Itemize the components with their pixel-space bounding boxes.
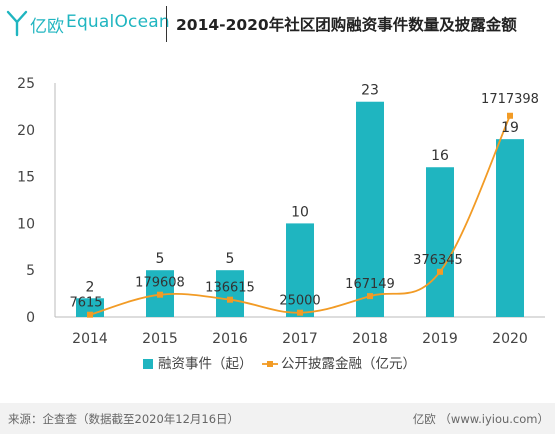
x-tick-label: 2018 [352,331,388,347]
brand-name-cn: 亿欧 [30,17,64,37]
bar [286,223,314,317]
legend-line-label: 公开披露金融（亿元） [281,356,416,372]
chart-area: 0 5 10 15 20 25 2014 2015 2016 2017 2018 2019 2020 2 5… [0,60,555,405]
header: 亿欧 EqualOcean 2014-2020年社区团购融资事件数量及披露金额 [0,0,555,48]
y-tick-label: 25 [17,76,35,92]
line-point [507,112,513,119]
bar-data-label: 2 [86,279,95,295]
legend-bar-label: 融资事件（起） [158,356,253,372]
line-point [227,296,233,303]
legend-bar-swatch [143,359,153,369]
bar-data-label: 23 [361,83,379,99]
bar [426,167,454,317]
y-tick-label: 5 [26,263,35,279]
line-point [437,268,443,275]
source-note: 来源：企查查（数据截至2020年12月16日） [8,412,240,426]
line-point [367,293,373,300]
y-tick-label: 0 [26,310,35,326]
bar [496,139,524,317]
legend-line-marker [267,361,273,367]
line-point [87,311,93,318]
bar-data-label: 16 [431,148,449,164]
line-data-label: 7615 [69,296,102,311]
line-point [157,291,163,298]
brand-name-en: EqualOcean [66,12,170,32]
bar-data-label: 5 [226,251,235,267]
bar-data-label: 5 [156,251,165,267]
x-tick-label: 2014 [72,331,108,347]
x-tick-label: 2020 [492,331,528,347]
header-divider [166,6,167,42]
bar-data-label: 10 [291,204,309,220]
chart-title: 2014-2020年社区团购融资事件数量及披露金额 [176,16,517,34]
x-tick-label: 2017 [282,331,318,347]
line-data-label: 25000 [279,294,320,309]
x-tick-label: 2015 [142,331,178,347]
y-tick-label: 10 [17,216,35,232]
x-tick-label: 2016 [212,331,248,347]
line-data-label: 136615 [205,281,255,296]
y-tick-label: 20 [17,123,35,139]
footer: 来源：企查查（数据截至2020年12月16日） 亿欧 （www.iyiou.co… [0,403,555,434]
line-data-label: 376345 [413,253,463,268]
line-data-label: 179608 [135,276,185,291]
line-data-label: 167149 [345,277,395,292]
footer-brand: 亿欧 （www.iyiou.com） [412,412,549,426]
equalocean-logo-icon [6,10,28,37]
bar-data-label: 19 [501,120,519,136]
bar [216,270,244,317]
y-tick-label: 15 [17,170,35,186]
line-data-label: 1717398 [481,92,539,107]
x-tick-label: 2019 [422,331,458,347]
line-point [297,309,303,316]
bar [356,101,384,317]
